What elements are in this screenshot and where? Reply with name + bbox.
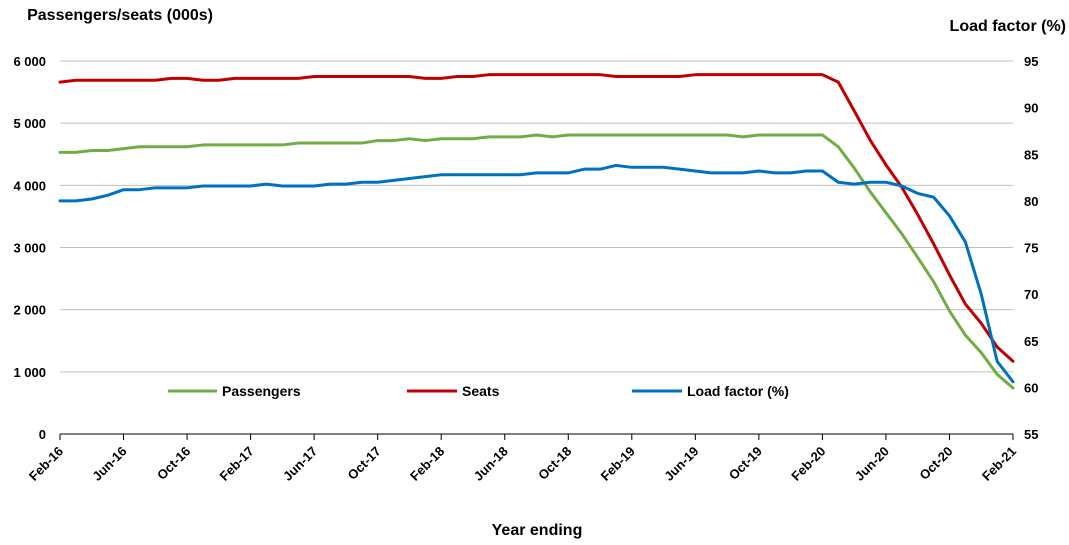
left-axis-title: Passengers/seats (000s) — [27, 7, 213, 24]
left-axis-tick-label: 2 000 — [13, 303, 46, 318]
x-axis-title: Year ending — [492, 522, 583, 539]
right-axis-tick-label: 80 — [1024, 194, 1038, 209]
x-axis-tick-label: Feb-21 — [979, 444, 1019, 484]
series-line — [58, 163, 1015, 384]
legend-label: Seats — [462, 383, 500, 399]
legend: Passengers Seats Load factor (%) — [168, 383, 789, 399]
left-axis-tick-label: 4 000 — [13, 178, 46, 193]
left-axis-tick-label: 3 000 — [13, 241, 46, 256]
right-axis-tick-label: 70 — [1024, 287, 1038, 302]
x-axis-tick-label: Oct-17 — [345, 444, 384, 483]
x-axis-tick-label: Feb-20 — [788, 444, 828, 484]
series-line — [58, 133, 1015, 390]
left-axis-tick-label: 6 000 — [13, 54, 46, 69]
left-axis-tick-label: 0 — [39, 427, 46, 442]
right-axis-tick-label: 65 — [1024, 334, 1038, 349]
right-axis-tick-label: 95 — [1024, 54, 1038, 69]
x-axis-tick-label: Oct-19 — [726, 444, 765, 483]
x-axis-tick-label: Oct-18 — [535, 444, 574, 483]
right-axis-tick-label: 55 — [1024, 427, 1038, 442]
right-axis-tick-label: 90 — [1024, 101, 1038, 116]
left-axis-tick-label: 1 000 — [13, 365, 46, 380]
series-line — [58, 73, 1015, 363]
x-axis-tick-label: Jun-19 — [661, 444, 701, 484]
axes: 0 1 000 2 000 3 000 4 000 5 000 6 000 55 60 65 70 7… — [13, 54, 1038, 484]
left-axis-tick-label: 5 000 — [13, 116, 46, 131]
x-axis-tick-label: Oct-20 — [916, 444, 955, 483]
gridlines — [60, 60, 1013, 373]
x-axis-tick-label: Oct-16 — [154, 444, 193, 483]
right-axis-title: Load factor (%) — [950, 18, 1066, 35]
x-axis-tick-label: Jun-20 — [852, 444, 892, 484]
legend-label: Load factor (%) — [687, 383, 789, 399]
x-axis-tick-label: Feb-17 — [216, 444, 256, 484]
x-axis-tick-label: Feb-16 — [26, 444, 66, 484]
series-lines — [58, 73, 1015, 390]
x-axis-tick-label: Jun-17 — [280, 444, 320, 484]
x-axis-tick-label: Jun-16 — [89, 444, 129, 484]
legend-label: Passengers — [222, 383, 301, 399]
x-axis-tick-label: Jun-18 — [471, 444, 511, 484]
x-axis-tick-label: Feb-19 — [598, 444, 638, 484]
right-axis-tick-label: 75 — [1024, 241, 1038, 256]
right-axis-tick-label: 60 — [1024, 380, 1038, 395]
x-axis-tick-label: Feb-18 — [407, 444, 447, 484]
right-axis-tick-label: 85 — [1024, 147, 1038, 162]
